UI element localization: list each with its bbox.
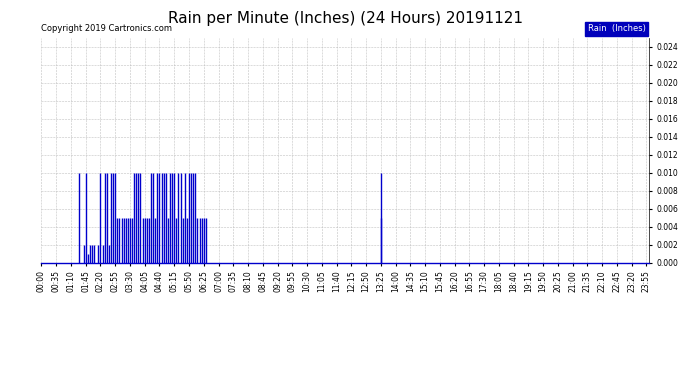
Text: Rain per Minute (Inches) (24 Hours) 20191121: Rain per Minute (Inches) (24 Hours) 2019… (168, 11, 522, 26)
Text: Rain  (Inches): Rain (Inches) (588, 24, 646, 33)
Text: Copyright 2019 Cartronics.com: Copyright 2019 Cartronics.com (41, 24, 172, 33)
